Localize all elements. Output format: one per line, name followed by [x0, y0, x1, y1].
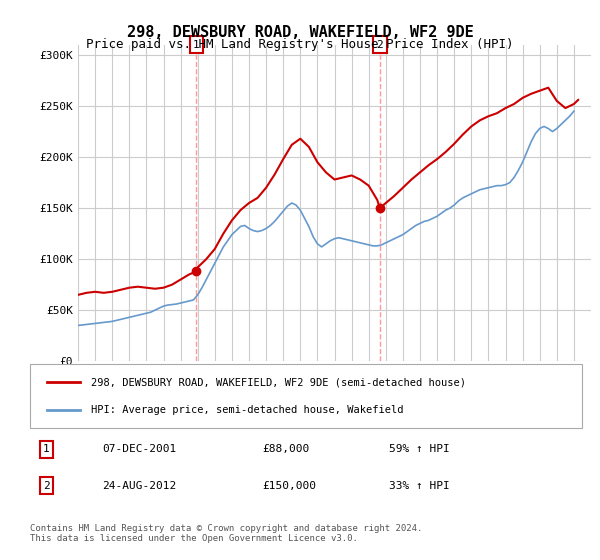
- Text: 2: 2: [376, 40, 383, 50]
- Text: 33% ↑ HPI: 33% ↑ HPI: [389, 481, 449, 491]
- Text: 298, DEWSBURY ROAD, WAKEFIELD, WF2 9DE: 298, DEWSBURY ROAD, WAKEFIELD, WF2 9DE: [127, 25, 473, 40]
- Text: HPI: Average price, semi-detached house, Wakefield: HPI: Average price, semi-detached house,…: [91, 405, 403, 416]
- Text: 24-AUG-2012: 24-AUG-2012: [102, 481, 176, 491]
- Text: Price paid vs. HM Land Registry's House Price Index (HPI): Price paid vs. HM Land Registry's House …: [86, 38, 514, 51]
- Text: 1: 1: [193, 40, 200, 50]
- Text: 59% ↑ HPI: 59% ↑ HPI: [389, 445, 449, 454]
- Text: 1: 1: [43, 445, 50, 454]
- Text: £150,000: £150,000: [262, 481, 316, 491]
- Text: £88,000: £88,000: [262, 445, 309, 454]
- FancyBboxPatch shape: [30, 364, 582, 428]
- Text: Contains HM Land Registry data © Crown copyright and database right 2024.
This d: Contains HM Land Registry data © Crown c…: [30, 524, 422, 543]
- Text: 2: 2: [43, 481, 50, 491]
- Text: 298, DEWSBURY ROAD, WAKEFIELD, WF2 9DE (semi-detached house): 298, DEWSBURY ROAD, WAKEFIELD, WF2 9DE (…: [91, 377, 466, 387]
- Text: 07-DEC-2001: 07-DEC-2001: [102, 445, 176, 454]
